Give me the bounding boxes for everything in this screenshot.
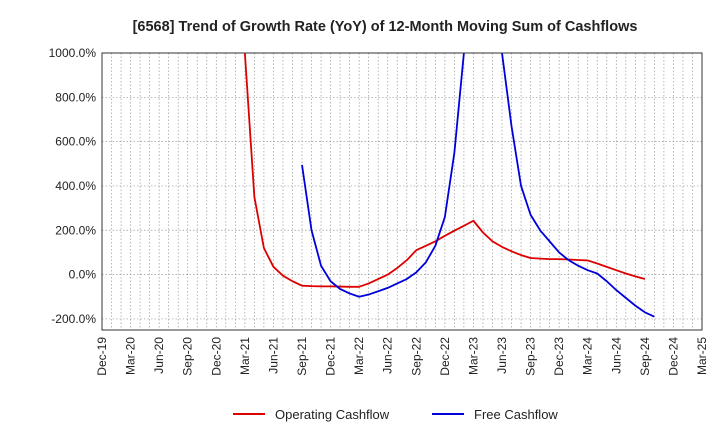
x-tick-label: Jun-21: [266, 337, 280, 374]
x-tick-label: Mar-22: [352, 337, 366, 375]
x-tick-label: Mar-25: [695, 337, 709, 375]
series-line-operating-cashflow: [243, 53, 646, 288]
x-tick-label: Jun-20: [152, 337, 166, 374]
y-tick-label: 600.0%: [55, 135, 96, 149]
x-tick-label: Dec-19: [95, 337, 109, 376]
plot-background: [102, 53, 702, 330]
x-tick-label: Sep-21: [295, 337, 309, 376]
x-tick-label: Jun-24: [609, 337, 623, 374]
x-tick-label: Dec-20: [209, 337, 223, 376]
plot-area: -200.0% 0.0% 200.0% 400.0% 600.0% 800.0% 1000.…: [49, 46, 709, 376]
x-tick-label: Dec-21: [324, 337, 338, 376]
y-tick-label: 200.0%: [55, 223, 96, 237]
x-tick-label: Mar-24: [581, 337, 595, 375]
x-tick-label: Sep-22: [409, 337, 423, 376]
y-tick-label: 1000.0%: [49, 46, 97, 60]
x-tick-label: Sep-20: [181, 337, 195, 376]
y-tick-label: 0.0%: [69, 268, 97, 282]
x-tick-label: Mar-21: [238, 337, 252, 375]
series-line-free-cashflow: [301, 53, 655, 318]
y-tick-label: 800.0%: [55, 90, 96, 104]
x-tick-label: Dec-23: [552, 337, 566, 376]
chart-title: [6568] Trend of Growth Rate (YoY) of 12-…: [133, 19, 638, 35]
y-tick-label: 400.0%: [55, 179, 96, 193]
x-tick-label: Sep-23: [524, 337, 538, 376]
x-tick-label: Mar-20: [124, 337, 138, 375]
x-tick-label: Dec-24: [666, 337, 680, 376]
legend-label-free-cashflow: Free Cashflow: [474, 407, 558, 422]
plot-border: [101, 52, 703, 331]
legend: Operating Cashflow Free Cashflow: [233, 407, 558, 422]
y-tick-label: -200.0%: [51, 312, 96, 326]
legend-label-operating-cashflow: Operating Cashflow: [275, 407, 390, 422]
x-tick-label: Jun-22: [381, 337, 395, 374]
x-tick-label: Jun-23: [495, 337, 509, 374]
x-tick-label: Mar-23: [466, 337, 480, 375]
x-tick-label: Dec-22: [438, 337, 452, 376]
x-tick-label: Sep-24: [638, 337, 652, 376]
